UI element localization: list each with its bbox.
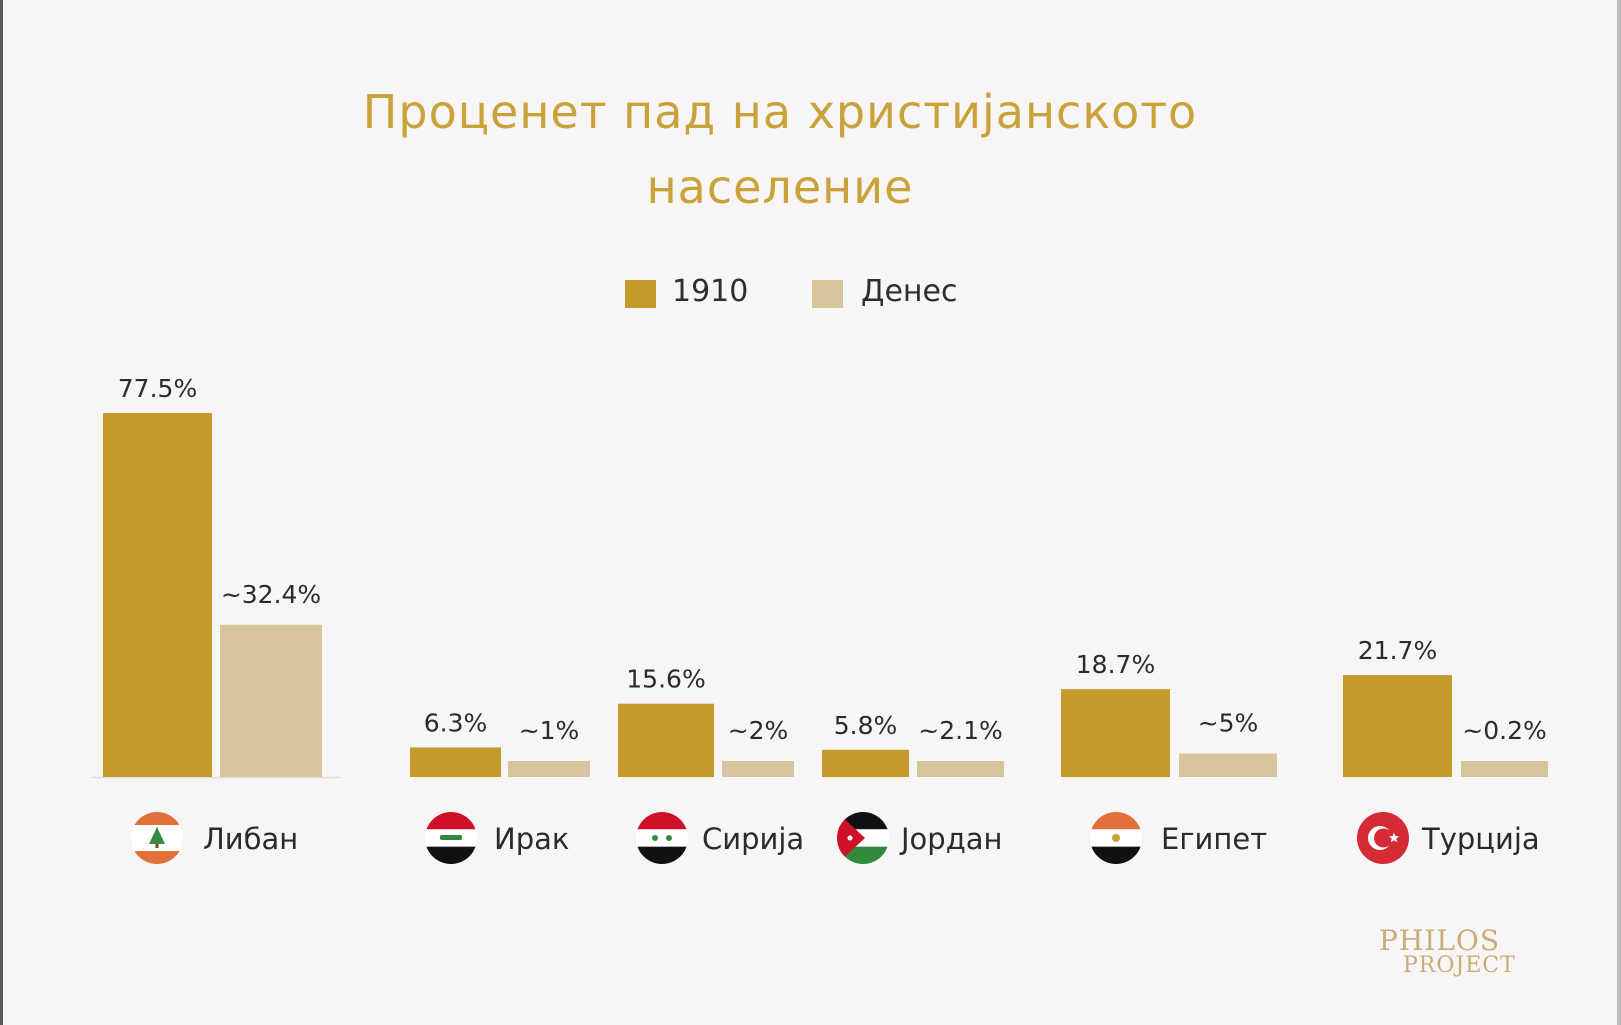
data-label-1910-0: 77.5% (118, 374, 197, 403)
bar-1910-5 (1343, 675, 1452, 777)
egypt-flag-icon (1090, 812, 1142, 864)
bar-today-1 (508, 761, 590, 777)
legend-swatch-today (812, 280, 843, 308)
chart-title-line-2: население (646, 160, 914, 214)
right-edge (1617, 0, 1621, 1025)
iraq-flag-icon (425, 812, 477, 864)
lebanon-flag-icon (131, 812, 183, 864)
data-label-1910-2: 15.6% (626, 665, 705, 694)
chart-title-line-1: Проценет пад на христијанското (362, 85, 1198, 139)
turkey-flag-icon (1357, 812, 1409, 864)
data-label-1910-4: 18.7% (1076, 650, 1155, 679)
legend-label-today: Денес (861, 274, 958, 309)
category-label-4: Египет (1161, 822, 1267, 856)
legend-swatch-1910 (625, 280, 656, 308)
data-label-today-2: ~2% (728, 716, 789, 745)
bar-today-3 (917, 761, 1004, 777)
bar-today-4 (1179, 753, 1277, 777)
bar-1910-1 (410, 747, 501, 777)
data-label-today-0: ~32.4% (221, 580, 321, 609)
data-label-1910-3: 5.8% (834, 711, 898, 740)
bar-1910-2 (618, 703, 714, 777)
bar-1910-3 (822, 749, 909, 777)
bar-today-0 (220, 624, 322, 777)
logo-text-project: PROJECT (1403, 953, 1516, 978)
bar-1910-0 (103, 413, 212, 777)
syria-flag-icon (636, 812, 688, 864)
category-label-5: Турција (1421, 822, 1540, 856)
bar-today-2 (722, 761, 794, 777)
category-label-2: Сирија (702, 822, 804, 856)
left-edge (0, 0, 3, 1025)
bar-today-5 (1461, 761, 1548, 777)
category-label-3: Јордан (899, 822, 1003, 856)
data-label-today-4: ~5% (1198, 709, 1259, 738)
data-label-1910-5: 21.7% (1358, 636, 1437, 665)
legend-label-1910: 1910 (672, 274, 749, 309)
data-label-today-5: ~0.2% (1462, 716, 1546, 745)
data-label-today-1: ~1% (519, 716, 580, 745)
category-label-1: Ирак (494, 822, 569, 856)
category-label-0: Либан (203, 822, 298, 856)
data-label-1910-1: 6.3% (424, 708, 488, 737)
bar-1910-4 (1061, 689, 1170, 777)
data-label-today-3: ~2.1% (918, 716, 1002, 745)
jordan-flag-icon (837, 812, 889, 864)
logo-text-philos: PHILOS (1379, 924, 1501, 957)
